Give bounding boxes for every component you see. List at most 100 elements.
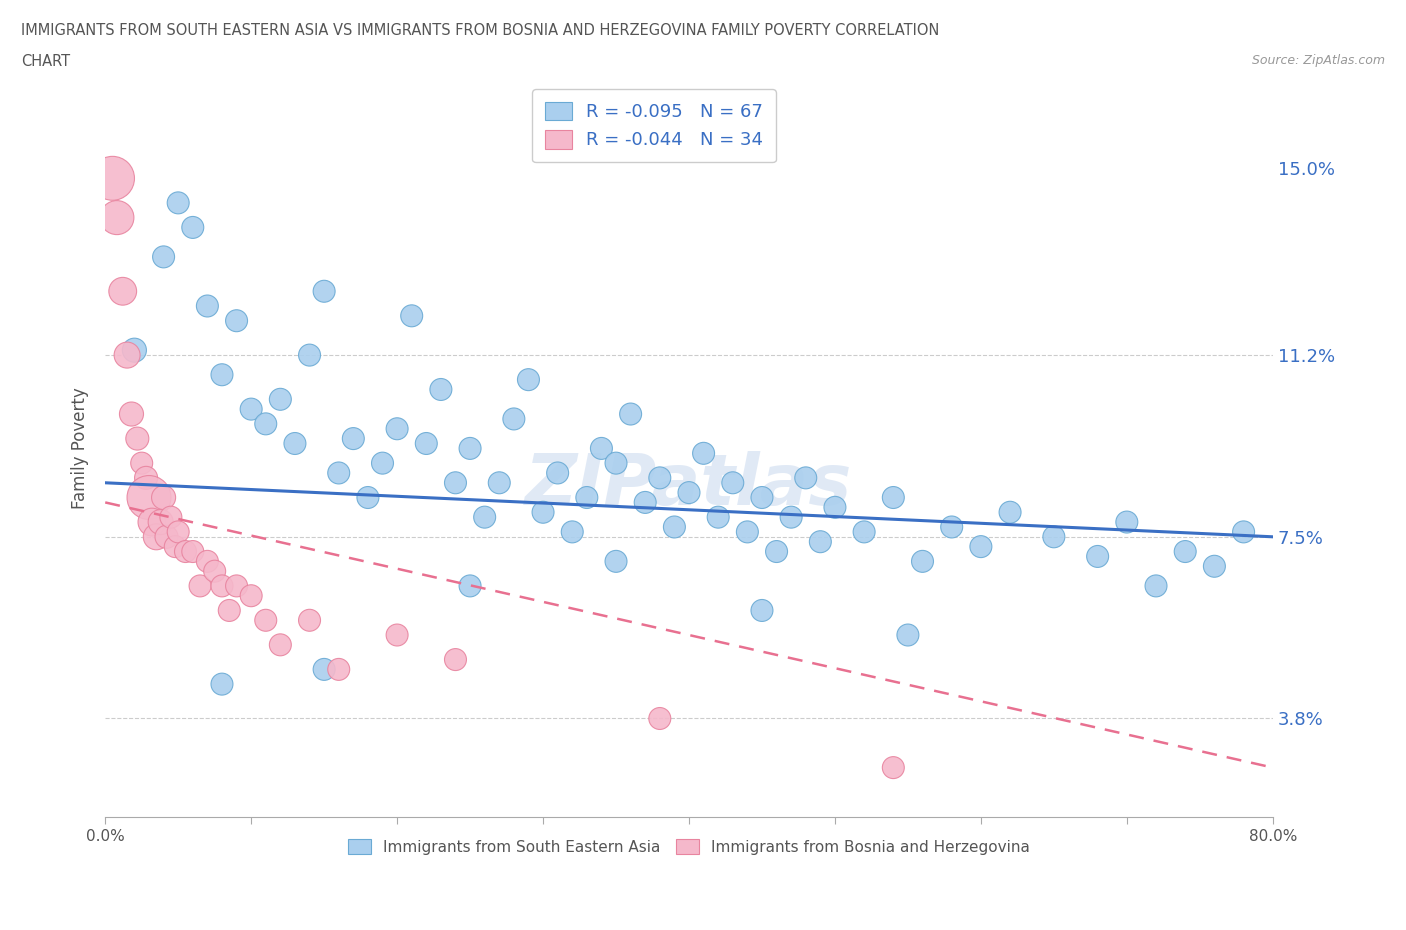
Point [298, 613, 321, 628]
Point [1144, 578, 1167, 593]
Point [751, 490, 773, 505]
Point [145, 529, 167, 544]
Point [1232, 525, 1254, 539]
Y-axis label: Family Poverty: Family Poverty [72, 388, 89, 510]
Point [853, 525, 876, 539]
Point [780, 510, 803, 525]
Point [882, 490, 904, 505]
Point [737, 525, 759, 539]
Point [284, 436, 307, 451]
Point [371, 456, 394, 471]
Point [254, 417, 277, 432]
Point [401, 309, 423, 324]
Point [531, 505, 554, 520]
Point [188, 578, 211, 593]
Point [218, 603, 240, 618]
Point [605, 456, 627, 471]
Point [131, 456, 153, 471]
Point [165, 539, 187, 554]
Point [911, 554, 934, 569]
Point [254, 613, 277, 628]
Point [415, 436, 437, 451]
Point [357, 490, 380, 505]
Point [138, 490, 160, 505]
Point [648, 711, 671, 726]
Point [678, 485, 700, 500]
Point [824, 500, 846, 515]
Point [141, 514, 163, 529]
Point [204, 564, 226, 578]
Point [444, 475, 467, 490]
Point [328, 466, 350, 481]
Point [634, 495, 657, 510]
Legend: Immigrants from South Eastern Asia, Immigrants from Bosnia and Herzegovina: Immigrants from South Eastern Asia, Immi… [342, 832, 1036, 860]
Text: ZIPatlas: ZIPatlas [526, 451, 852, 520]
Point [240, 402, 263, 417]
Point [105, 210, 128, 225]
Point [998, 505, 1021, 520]
Point [225, 313, 247, 328]
Point [269, 637, 291, 652]
Point [127, 432, 149, 446]
Point [211, 367, 233, 382]
Point [897, 628, 920, 643]
Point [314, 662, 336, 677]
Point [328, 662, 350, 677]
Point [385, 628, 408, 643]
Point [211, 578, 233, 593]
Point [605, 554, 627, 569]
Point [314, 284, 336, 299]
Point [664, 520, 686, 535]
Point [1087, 549, 1109, 564]
Point [765, 544, 787, 559]
Point [152, 490, 174, 505]
Point [124, 343, 146, 358]
Text: CHART: CHART [21, 54, 70, 69]
Point [591, 441, 613, 456]
Point [155, 529, 177, 544]
Point [794, 471, 817, 485]
Point [692, 445, 714, 460]
Point [225, 578, 247, 593]
Point [385, 421, 408, 436]
Point [152, 249, 174, 264]
Point [751, 603, 773, 618]
Point [240, 589, 263, 604]
Point [298, 348, 321, 363]
Point [882, 760, 904, 775]
Point [488, 475, 510, 490]
Point [135, 471, 157, 485]
Point [1174, 544, 1197, 559]
Point [181, 220, 204, 235]
Point [195, 299, 218, 313]
Point [458, 441, 481, 456]
Point [620, 406, 643, 421]
Point [648, 471, 671, 485]
Point [502, 411, 524, 426]
Point [430, 382, 453, 397]
Point [342, 432, 364, 446]
Point [575, 490, 598, 505]
Point [808, 534, 831, 549]
Point [721, 475, 744, 490]
Point [561, 525, 583, 539]
Point [167, 525, 190, 539]
Point [115, 348, 138, 363]
Point [458, 578, 481, 593]
Point [970, 539, 993, 554]
Point [444, 652, 467, 667]
Point [101, 171, 124, 186]
Text: IMMIGRANTS FROM SOUTH EASTERN ASIA VS IMMIGRANTS FROM BOSNIA AND HERZEGOVINA FAM: IMMIGRANTS FROM SOUTH EASTERN ASIA VS IM… [21, 23, 939, 38]
Point [1043, 529, 1066, 544]
Point [1204, 559, 1226, 574]
Point [474, 510, 496, 525]
Point [167, 195, 190, 210]
Point [941, 520, 963, 535]
Point [174, 544, 197, 559]
Point [1115, 514, 1137, 529]
Point [195, 554, 218, 569]
Point [121, 406, 143, 421]
Point [211, 677, 233, 692]
Point [547, 466, 569, 481]
Point [181, 544, 204, 559]
